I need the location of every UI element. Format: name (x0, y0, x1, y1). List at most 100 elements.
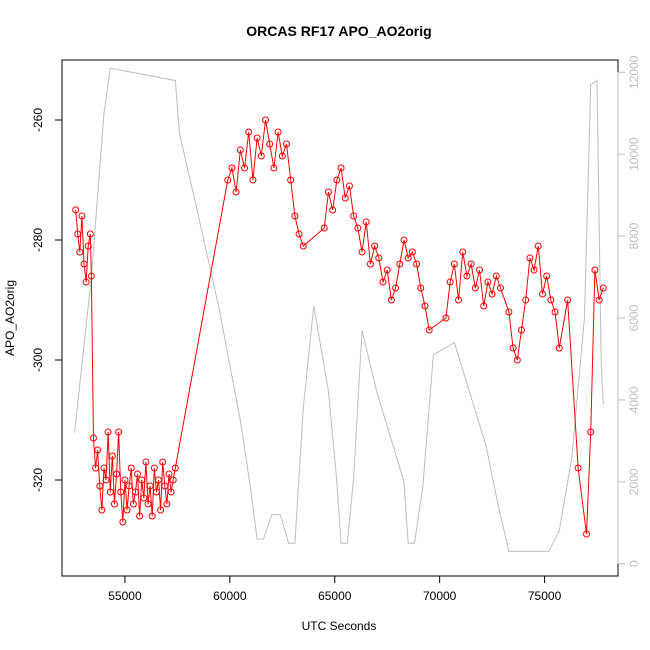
apo-point (345, 182, 353, 190)
apo-point (110, 500, 118, 508)
apo-point (341, 194, 349, 202)
apo-point (324, 188, 332, 196)
apo-point (446, 278, 454, 286)
apo-point (404, 254, 412, 262)
apo-point (371, 242, 379, 250)
apo-point (354, 224, 362, 232)
y-tick-label: -260 (31, 108, 45, 132)
plot-frame (61, 59, 619, 577)
apo-point (497, 284, 505, 292)
apo-point (161, 482, 169, 490)
apo-point (74, 230, 82, 238)
apo-point (574, 464, 582, 472)
apo-point (266, 140, 274, 148)
apo-point (413, 260, 421, 268)
apo-point (463, 272, 471, 280)
apo-point (165, 470, 173, 478)
apo-point (249, 176, 257, 184)
apo-point (587, 428, 595, 436)
apo-point (492, 272, 500, 280)
apo-point (100, 464, 108, 472)
apo-point (350, 212, 358, 220)
y-axis-label: APO_AO2orig (3, 280, 17, 356)
apo-point (392, 284, 400, 292)
apo-point (543, 272, 551, 280)
apo-point (113, 470, 121, 478)
apo-point (155, 476, 163, 484)
apo-point (150, 464, 158, 472)
apo-point (96, 482, 104, 490)
apo-point (121, 476, 129, 484)
apo-point (595, 296, 603, 304)
series-right-altitude (74, 67, 604, 552)
apo-point (152, 488, 160, 496)
apo-point (459, 248, 467, 256)
apo-point (358, 248, 366, 256)
apo-point (157, 506, 165, 514)
apo-point (148, 512, 156, 520)
apo-point (232, 188, 240, 196)
apo-point (383, 266, 391, 274)
apo-point (471, 284, 479, 292)
apo-point (488, 290, 496, 298)
apo-point (526, 254, 534, 262)
x-tick-label: 65000 (318, 589, 352, 603)
apo-point (333, 176, 341, 184)
apo-point (262, 116, 270, 124)
apo-point (505, 308, 513, 316)
x-tick-label: 70000 (423, 589, 457, 603)
y2-tick-label: 8000 (627, 222, 641, 249)
apo-point (224, 176, 232, 184)
apo-point (163, 500, 171, 508)
apo-point (138, 476, 146, 484)
apo-point (115, 428, 123, 436)
apo-point (102, 476, 110, 484)
apo-point (282, 140, 290, 148)
apo-point (106, 488, 114, 496)
apo-point (467, 260, 475, 268)
apo-point (142, 458, 150, 466)
apo-point (78, 212, 86, 220)
apo-point (127, 464, 135, 472)
apo-point (287, 176, 295, 184)
apo-point (421, 302, 429, 310)
apo-point (169, 476, 177, 484)
apo-point (98, 506, 106, 514)
apo-point (530, 266, 538, 274)
apo-point (551, 308, 559, 316)
apo-point (119, 518, 127, 526)
apo-point (320, 224, 328, 232)
apo-point (417, 284, 425, 292)
apo-point (291, 212, 299, 220)
apo-point (92, 464, 100, 472)
apo-point (522, 296, 530, 304)
apo-point (167, 488, 175, 496)
apo-point (480, 302, 488, 310)
apo-point (295, 230, 303, 238)
y2-tick-label: 6000 (627, 304, 641, 331)
y2-tick-label: 10000 (627, 137, 641, 171)
x-tick-label: 60000 (213, 589, 247, 603)
apo-point (140, 494, 148, 502)
apo-point (270, 164, 278, 172)
y2-tick-label: 0 (627, 560, 641, 567)
apo-point (125, 482, 133, 490)
apo-point (104, 428, 112, 436)
y2-tick-label: 4000 (627, 386, 641, 413)
apo-point (400, 236, 408, 244)
apo-point (362, 218, 370, 226)
apo-point (534, 242, 542, 250)
apo-point (591, 266, 599, 274)
x-tick-label: 75000 (528, 589, 562, 603)
apo-point (366, 260, 374, 268)
apo-point (547, 296, 555, 304)
y2-tick-label: 12000 (627, 55, 641, 89)
apo-point (245, 128, 253, 136)
x-tick-label: 55000 (108, 589, 142, 603)
apo-point (375, 254, 383, 262)
bottom-axis: 55000 60000 65000 70000 75000 (108, 575, 562, 603)
y2-tick-label: 2000 (627, 468, 641, 495)
apo-point (425, 326, 433, 334)
apo-point (583, 530, 591, 538)
